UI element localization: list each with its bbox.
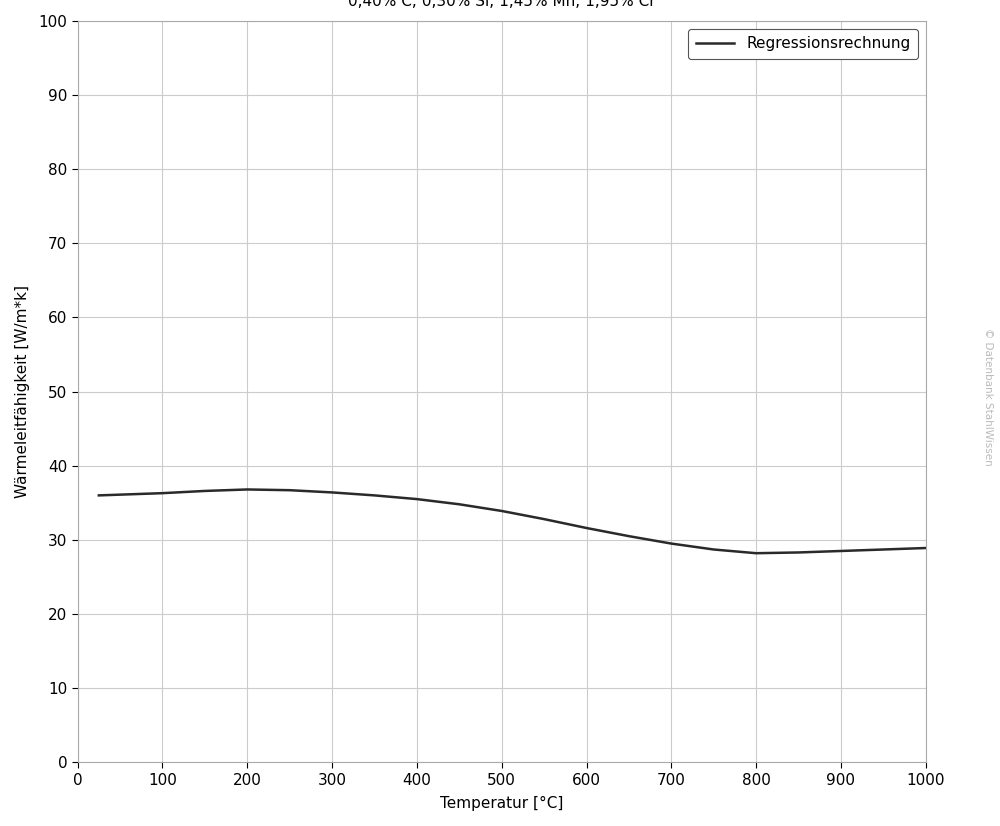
Line: Regressionsrechnung: Regressionsrechnung [99,490,926,553]
Regressionsrechnung [580,523,592,533]
X-axis label: Temperatur [°C]: Temperatur [°C] [440,796,563,811]
Regressionsrechnung [708,544,720,554]
Regressionsrechnung [496,506,508,516]
Regressionsrechnung [538,514,550,524]
Regressionsrechnung [793,548,805,558]
Regressionsrechnung [665,539,677,548]
Regressionsrechnung [241,485,253,495]
Regressionsrechnung [453,500,465,510]
Regressionsrechnung [623,531,635,541]
Regressionsrechnung [368,491,380,501]
Regressionsrechnung [326,487,338,497]
Regressionsrechnung [835,546,847,556]
Regressionsrechnung [877,544,889,554]
Legend: Regressionsrechnung: Regressionsrechnung [688,29,918,59]
Regressionsrechnung [411,494,423,504]
Regressionsrechnung [156,488,168,498]
Y-axis label: Wärmeleitfähigkeit [W/m*k]: Wärmeleitfähigkeit [W/m*k] [15,285,30,498]
Regressionsrechnung [93,491,105,501]
Regressionsrechnung [199,486,211,496]
Regressionsrechnung [920,543,932,553]
Regressionsrechnung [284,485,296,495]
Text: 0,40% C; 0,30% Si; 1,45% Mn; 1,95% Cr: 0,40% C; 0,30% Si; 1,45% Mn; 1,95% Cr [348,0,656,9]
Text: © Datenbank StahlWissen: © Datenbank StahlWissen [983,328,993,465]
Regressionsrechnung [750,548,762,558]
